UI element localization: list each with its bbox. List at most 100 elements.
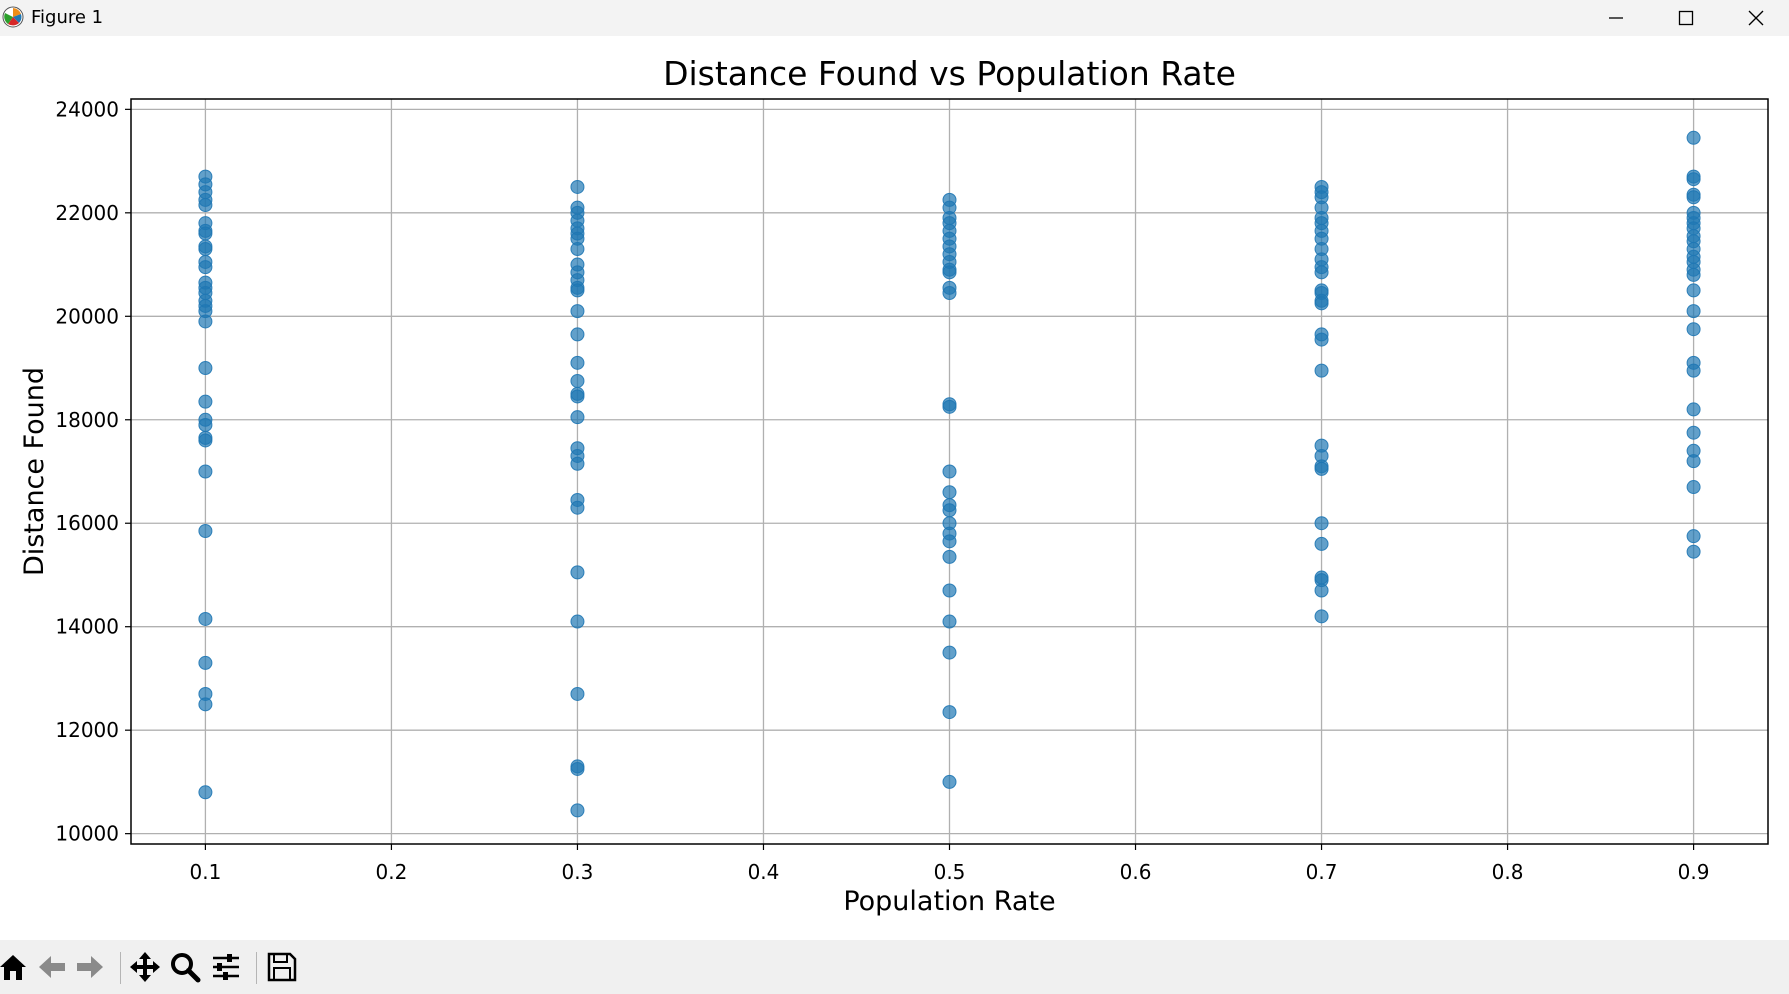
- scatter-point: [1314, 536, 1329, 551]
- window-title: Figure 1: [31, 7, 104, 28]
- back-arrow-icon: [39, 956, 65, 978]
- matplotlib-logo-icon: [2, 6, 24, 28]
- x-tick-label: 0.6: [1120, 860, 1152, 884]
- scatter-point: [1314, 332, 1329, 347]
- x-tick-label: 0.9: [1678, 860, 1710, 884]
- forward-button[interactable]: [71, 948, 111, 988]
- chart-title: Distance Found vs Population Rate: [663, 54, 1236, 93]
- scatter-point: [1686, 363, 1701, 378]
- toolbar-separator: [256, 952, 257, 984]
- scatter-point: [942, 614, 957, 629]
- scatter-point: [198, 417, 213, 432]
- scatter-point: [1314, 296, 1329, 311]
- x-tick-label: 0.3: [562, 860, 594, 884]
- scatter-point: [570, 456, 585, 471]
- y-axis: 10000 12000 14000 16000 18000 20000 22000 24000: [55, 97, 131, 846]
- maximize-icon: [1678, 10, 1694, 26]
- scatter-point: [942, 705, 957, 720]
- close-button[interactable]: [1721, 0, 1789, 36]
- scatter-point: [1686, 172, 1701, 187]
- scatter-point: [570, 614, 585, 629]
- figure-background: [0, 36, 1789, 940]
- scatter-point: [1686, 190, 1701, 205]
- y-tick-label: 22000: [55, 201, 119, 225]
- scatter-point: [942, 534, 957, 549]
- window-titlebar: Figure 1: [0, 0, 1789, 36]
- minimize-icon: [1609, 17, 1623, 19]
- x-tick-label: 0.7: [1306, 860, 1338, 884]
- home-icon: [0, 955, 26, 980]
- scatter-point: [570, 500, 585, 515]
- scatter-point: [570, 327, 585, 342]
- scatter-points: [198, 130, 1701, 818]
- scatter-point: [1314, 583, 1329, 598]
- scatter-point: [1314, 609, 1329, 624]
- scatter-point: [570, 373, 585, 388]
- figure-canvas[interactable]: 0.1 0.2 0.3 0.4 0.5 0.6 0.7 0.8 0.9 10000 12000 14…: [0, 36, 1789, 940]
- y-tick-label: 14000: [55, 615, 119, 639]
- scatter-point: [198, 464, 213, 479]
- x-tick-label: 0.8: [1492, 860, 1524, 884]
- scatter-point: [570, 355, 585, 370]
- scatter-point: [1686, 454, 1701, 469]
- scatter-point: [942, 399, 957, 414]
- save-icon: [267, 952, 297, 982]
- scatter-point: [942, 583, 957, 598]
- configure-subplots-icon: [213, 954, 239, 980]
- scatter-point: [198, 611, 213, 626]
- scatter-point: [198, 198, 213, 213]
- home-button[interactable]: [0, 948, 34, 988]
- scatter-point: [570, 565, 585, 580]
- scatter-point: [198, 242, 213, 257]
- save-button[interactable]: [263, 948, 303, 988]
- scatter-point: [1314, 516, 1329, 531]
- scatter-point: [1314, 265, 1329, 280]
- pan-icon: [130, 952, 160, 982]
- scatter-point: [570, 410, 585, 425]
- scatter-point: [942, 286, 957, 301]
- x-tick-label: 0.1: [190, 860, 222, 884]
- minimize-button[interactable]: [1581, 0, 1651, 36]
- y-tick-label: 10000: [55, 822, 119, 846]
- x-axis: 0.1 0.2 0.3 0.4 0.5 0.6 0.7 0.8 0.9: [190, 844, 1710, 884]
- back-button[interactable]: [33, 948, 73, 988]
- scatter-point: [942, 265, 957, 280]
- scatter-point: [1686, 544, 1701, 559]
- y-axis-label: Distance Found: [19, 367, 50, 576]
- scatter-point: [1686, 130, 1701, 145]
- y-tick-label: 18000: [55, 408, 119, 432]
- scatter-point: [570, 242, 585, 257]
- y-tick-label: 16000: [55, 511, 119, 535]
- maximize-button[interactable]: [1651, 0, 1721, 36]
- zoom-icon: [171, 953, 201, 983]
- scatter-point: [570, 761, 585, 776]
- scatter-point: [942, 464, 957, 479]
- scatter-point: [1686, 322, 1701, 337]
- scatter-point: [198, 361, 213, 376]
- forward-arrow-icon: [77, 956, 103, 978]
- scatter-point: [942, 549, 957, 564]
- scatter-point: [942, 503, 957, 518]
- zoom-button[interactable]: [166, 948, 206, 988]
- scatter-point: [570, 304, 585, 319]
- scatter-point: [198, 433, 213, 448]
- scatter-point: [1686, 304, 1701, 319]
- toolbar-separator: [120, 952, 121, 984]
- x-axis-label: Population Rate: [843, 886, 1055, 917]
- scatter-point: [570, 179, 585, 194]
- y-tick-label: 24000: [55, 97, 119, 121]
- configure-subplots-button[interactable]: [207, 948, 247, 988]
- scatter-point: [1686, 480, 1701, 495]
- scatter-point: [1686, 529, 1701, 544]
- scatter-point: [1314, 461, 1329, 476]
- scatter-point: [1686, 425, 1701, 440]
- scatter-point: [1314, 363, 1329, 378]
- scatter-point: [198, 785, 213, 800]
- y-tick-label: 20000: [55, 304, 119, 328]
- x-tick-label: 0.2: [376, 860, 408, 884]
- scatter-point: [570, 283, 585, 298]
- scatter-point: [198, 394, 213, 409]
- pan-button[interactable]: [126, 948, 166, 988]
- scatter-point: [1686, 402, 1701, 417]
- scatter-point: [198, 226, 213, 241]
